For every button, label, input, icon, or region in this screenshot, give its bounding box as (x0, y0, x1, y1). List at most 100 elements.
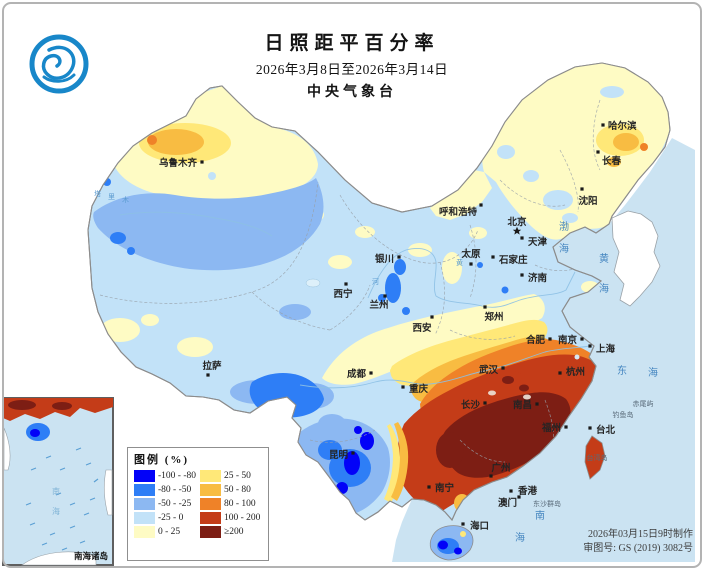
city-label: 南宁 (435, 482, 455, 494)
city-label: 银川 (375, 253, 394, 265)
city-label: 呼和浩特 (439, 206, 478, 218)
legend-item: -25 - 0 (134, 512, 198, 525)
river-labels: 塔里木黄河 (94, 189, 463, 286)
city-marker (601, 123, 605, 127)
legend-swatch (134, 470, 155, 483)
island-label: 钓鱼岛 (613, 410, 634, 419)
tai-lake (574, 354, 580, 360)
city-label: 昆明 (329, 450, 349, 461)
legend-range-label: 25 - 50 (224, 471, 251, 482)
agency-name: 中央气象台 (307, 85, 397, 100)
city-label: 成都 (347, 368, 367, 380)
river-name-char: 塔 (94, 189, 101, 198)
legend-swatch (200, 484, 221, 497)
yangtze-river (299, 345, 591, 389)
city-marker (558, 371, 562, 375)
city-label: 香港 (517, 485, 538, 497)
poyang-lake (523, 394, 531, 400)
city-marker (483, 401, 487, 405)
legend-range-label: 100 - 200 (224, 513, 261, 524)
city-marker (520, 236, 524, 240)
legend-item: ≥200 (200, 526, 264, 539)
yellow-river (367, 248, 576, 308)
city-marker (520, 273, 524, 277)
legend-item: 25 - 50 (200, 470, 264, 483)
inset-map: 南海诸岛 南海 (2, 397, 114, 566)
anomaly-regions (93, 63, 670, 518)
map-credits: 2026年03月15日9时制作 审图号: GS (2019) 3082号 (583, 528, 693, 555)
legend-swatch (200, 526, 221, 539)
title-block: 日照距平百分率 2026年3月8日至2026年3月14日 中央气象台 (256, 28, 448, 101)
city-label: 北京 (507, 216, 527, 228)
city-label: 石家庄 (498, 254, 528, 266)
city-label: 长春 (602, 155, 622, 167)
legend-item: -50 - -25 (134, 498, 198, 511)
inset-sea-name-char: 海 (52, 506, 60, 516)
sea-name-char: 黄 (599, 252, 610, 265)
city-marker (483, 305, 487, 309)
legend-left-column: -100 - -80 -80 - -50 -50 - -25 -25 - 0 0 - 2… (134, 468, 198, 541)
legend-range-label: 80 - 100 (224, 499, 256, 510)
legend-range-label: -25 - 0 (158, 513, 184, 524)
river-name-char: 黄 (456, 258, 463, 267)
legend-right-column: 25 - 50 50 - 80 80 - 100 100 - 200 ≥200 (200, 468, 264, 541)
city-label: 西宁 (333, 288, 353, 300)
legend-swatch (200, 498, 221, 511)
legend-range-label: -100 - -80 (158, 471, 196, 482)
city-label: 乌鲁木齐 (159, 157, 198, 169)
korea-landmass (611, 210, 661, 307)
city-label: 武汉 (479, 364, 499, 376)
legend-swatch (134, 526, 155, 539)
city-marker (564, 425, 568, 429)
city-marker (369, 371, 373, 375)
city-marker (596, 150, 600, 154)
city-marker (430, 315, 434, 319)
city-marker (200, 160, 204, 164)
city-label: 合肥 (526, 334, 546, 346)
city-marker (351, 451, 355, 455)
city-label: 郑州 (484, 311, 503, 323)
city-marker (206, 373, 210, 377)
inset-island-marks (25, 447, 99, 551)
city-label: 太原 (461, 248, 481, 260)
city-label: 广州 (491, 462, 510, 474)
city-marker (509, 489, 513, 493)
island-label: 赤尾屿 (633, 399, 654, 408)
inset-title: 南海诸岛 (74, 551, 108, 561)
city-marker (461, 522, 465, 526)
city-label: 兰州 (369, 299, 388, 311)
city-marker (548, 337, 552, 341)
river-name-char: 木 (122, 195, 129, 204)
sea-name-char: 海 (599, 282, 610, 295)
city-marker (479, 203, 483, 207)
legend-swatch (134, 498, 155, 511)
city-marker (588, 426, 592, 430)
inset-sea-label: 南海 (52, 486, 60, 516)
credit-approval-number: 审图号: GS (2019) 3082号 (583, 542, 693, 554)
china-border-outline (87, 62, 671, 522)
legend-item: 100 - 200 (200, 512, 264, 525)
sea-name-char: 渤 (559, 220, 570, 233)
city-label: 海口 (470, 520, 489, 532)
city-label: 南京 (558, 334, 578, 346)
city-label: 上海 (596, 343, 616, 355)
city-label: 哈尔滨 (608, 120, 637, 132)
legend-range-label: -50 - -25 (158, 499, 192, 510)
city-label: 拉萨 (202, 360, 222, 372)
city-label: 沈阳 (578, 195, 597, 207)
city-label: 杭州 (566, 366, 585, 378)
taiwan-island (584, 435, 606, 480)
city-marker (491, 255, 495, 259)
city-marker (344, 282, 348, 286)
sea-name-char: 东 (617, 364, 628, 377)
city-label: 济南 (528, 272, 548, 284)
sea-name-char: 海 (648, 366, 659, 379)
city-label: 重庆 (409, 383, 429, 395)
sea-name-char: 南 (535, 509, 546, 522)
credit-produced-at: 2026年03月15日9时制作 (588, 529, 693, 540)
